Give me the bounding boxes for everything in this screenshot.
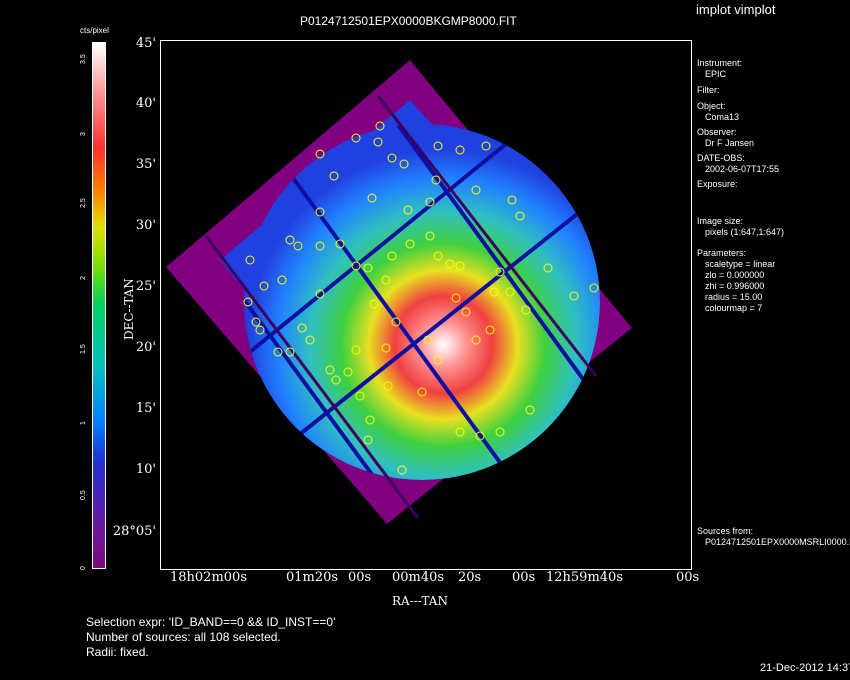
plot-frame bbox=[160, 40, 692, 570]
selection-expression: Selection expr: 'ID_BAND==0 && ID_INST==… bbox=[86, 615, 336, 629]
y-tick: 20' bbox=[135, 340, 156, 355]
y-tick: 10' bbox=[135, 462, 156, 477]
colorbar-tick-3: 3 bbox=[80, 132, 87, 136]
x-tick: 00s bbox=[348, 570, 372, 585]
source-count: Number of sources: all 108 selected. bbox=[86, 630, 281, 644]
datestamp: 21-Dec-2012 14:37 bbox=[760, 662, 850, 674]
image-size-label: Image size: bbox=[697, 216, 744, 226]
filter-label: Filter: bbox=[697, 85, 720, 95]
param-radius: radius = 15.00 bbox=[705, 292, 763, 302]
x-tick: 12h59m40s bbox=[546, 570, 623, 585]
sky-image[interactable] bbox=[160, 40, 692, 570]
y-tick: 35' bbox=[135, 157, 156, 172]
source-circles[interactable] bbox=[243, 121, 599, 475]
colorbar-tick-2: 2 bbox=[80, 276, 87, 280]
colorbar-tick-3-5: 3.5 bbox=[80, 54, 87, 64]
object-label: Object: bbox=[697, 101, 726, 111]
colorbar-tick-0: 0 bbox=[80, 566, 87, 570]
colorbar-tick-0-5: 0.5 bbox=[80, 490, 87, 500]
y-tick: 28°05' bbox=[112, 524, 156, 539]
sources-label: Sources from: bbox=[697, 526, 754, 536]
colorbar-tick-2-5: 2.5 bbox=[80, 198, 87, 208]
chip-boundaries bbox=[204, 95, 598, 519]
param-zhi: zhi = 0.996000 bbox=[705, 281, 765, 291]
x-axis-label: RA---TAN bbox=[392, 594, 448, 608]
emission-region bbox=[244, 124, 600, 480]
date-label: DATE-OBS: bbox=[697, 153, 745, 163]
instrument-value: EPIC bbox=[705, 69, 727, 79]
observer-value: Dr F Jansen bbox=[705, 138, 755, 148]
x-tick: 20s bbox=[458, 570, 482, 585]
colorbar-label: cts/pixel bbox=[80, 26, 109, 35]
param-scaletype: scaletype = linear bbox=[705, 259, 776, 269]
exposure-label: Exposure: bbox=[697, 179, 738, 189]
y-tick: 30' bbox=[135, 218, 156, 233]
x-tick: 00s bbox=[512, 570, 536, 585]
image-title: P0124712501EPX0000BKGMP8000.FIT bbox=[300, 14, 517, 28]
x-tick: 00s bbox=[676, 570, 700, 585]
info-panel: Instrument: EPIC Filter: Object: Coma13 … bbox=[697, 58, 784, 314]
y-axis-label: DEC--TAN bbox=[122, 278, 136, 340]
y-tick: 15' bbox=[135, 401, 156, 416]
y-tick: 25' bbox=[135, 279, 156, 294]
image-size-value: pixels (1:647,1:647) bbox=[705, 227, 785, 237]
app-title: implot vimplot bbox=[696, 2, 776, 17]
instrument-label: Instrument: bbox=[697, 58, 743, 68]
param-zlo: zlo = 0.000000 bbox=[705, 270, 765, 280]
date-value: 2002-06-07T17:55 bbox=[705, 164, 780, 174]
colorbar-tick-1-5: 1.5 bbox=[80, 344, 87, 354]
sources-value: P0124712501EPX0000MSRLI0000.F bbox=[705, 537, 850, 547]
colorbar bbox=[92, 42, 106, 569]
x-tick: 01m20s bbox=[286, 570, 339, 585]
radii-mode: Radii: fixed. bbox=[86, 645, 149, 659]
parameters-label: Parameters: bbox=[697, 248, 747, 258]
colorbar-tick-1: 1 bbox=[80, 421, 87, 425]
x-tick: 18h02m00s bbox=[170, 570, 247, 585]
observer-label: Observer: bbox=[697, 127, 737, 137]
y-tick: 40' bbox=[135, 96, 156, 111]
object-value: Coma13 bbox=[705, 112, 740, 122]
footer-text: Selection expr: 'ID_BAND==0 && ID_INST==… bbox=[86, 615, 335, 660]
y-tick: 45' bbox=[135, 36, 156, 51]
param-colourmap: colourmap = 7 bbox=[705, 303, 763, 313]
sources-panel: Sources from: P0124712501EPX0000MSRLI000… bbox=[697, 526, 850, 548]
x-tick: 00m40s bbox=[392, 570, 445, 585]
